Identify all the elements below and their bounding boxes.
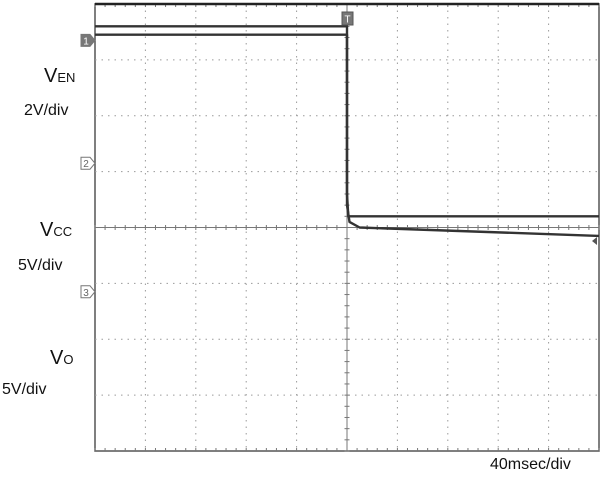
svg-text:T: T <box>344 15 350 26</box>
ch2-scale: 5V/div <box>18 257 63 274</box>
ch1-scale: 2V/div <box>24 102 69 119</box>
trace-ch3 <box>95 33 600 238</box>
trigger-marker: T <box>341 11 354 26</box>
svg-text:3: 3 <box>83 288 89 299</box>
timebase-label: 40msec/div <box>490 456 571 473</box>
channel-markers: 1 2 3 <box>80 33 96 299</box>
ch3-name: VO <box>50 347 74 369</box>
svg-text:2: 2 <box>83 159 89 170</box>
ch2-name: VCC <box>40 219 73 241</box>
ch3-ground-marker: 3 <box>80 285 96 299</box>
ch3-scale: 5V/div <box>2 381 47 398</box>
trigger-level-arrow <box>592 237 597 245</box>
ch1-name: VEN <box>44 65 76 87</box>
traces <box>95 2 600 238</box>
svg-text:1: 1 <box>83 36 89 47</box>
ch1-ground-marker: 1 <box>80 33 96 47</box>
ch2-ground-marker: 2 <box>80 156 96 170</box>
